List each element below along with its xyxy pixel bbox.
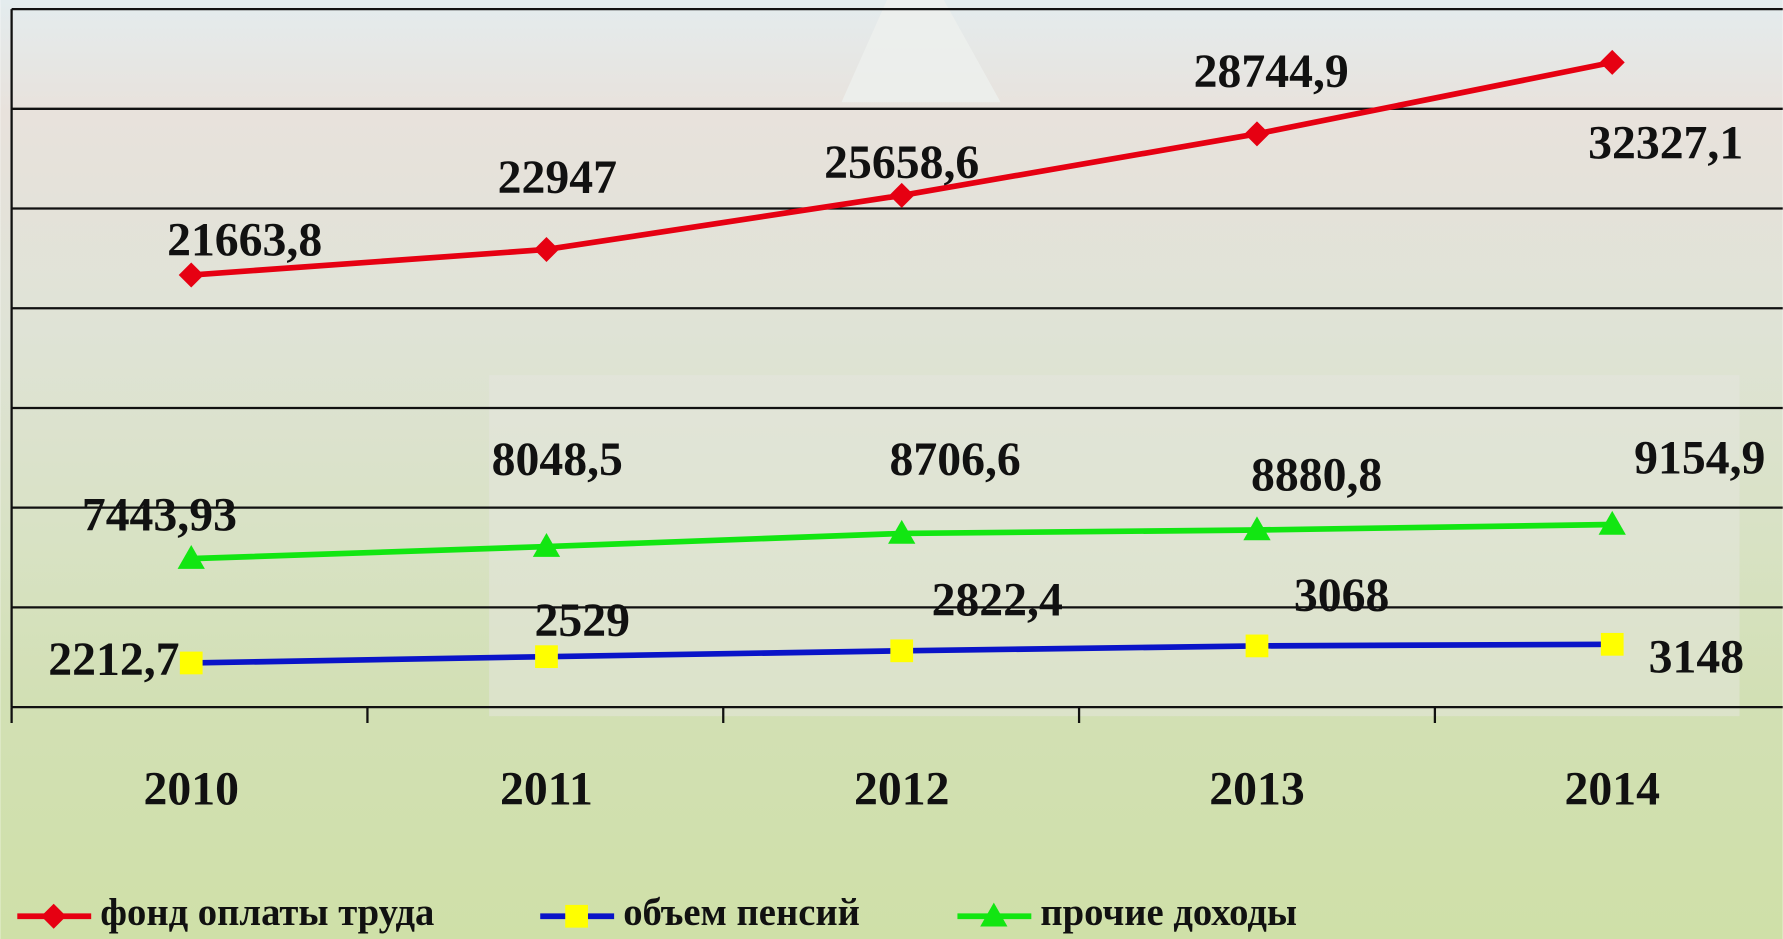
x-tick-label: 2012 — [854, 762, 949, 815]
x-tick-label: 2010 — [143, 762, 238, 815]
data-point — [177, 544, 205, 569]
data-label: 3148 — [1649, 631, 1744, 684]
background-building — [841, 0, 1001, 103]
data-point — [1245, 634, 1269, 658]
legend-marker — [980, 902, 1008, 927]
x-tick-label: 2014 — [1564, 762, 1659, 815]
legend-marker — [41, 903, 67, 929]
data-label: 32327,1 — [1588, 117, 1743, 170]
data-label: 8048,5 — [492, 433, 623, 486]
x-tick-label: 2013 — [1209, 762, 1304, 815]
x-tick-label: 2011 — [500, 762, 593, 815]
data-label: 25658,6 — [824, 136, 979, 189]
data-label: 3068 — [1294, 569, 1389, 622]
data-point — [1244, 121, 1270, 147]
data-label: 7443,93 — [82, 488, 237, 541]
legend-label: фонд оплаты труда — [100, 892, 434, 934]
data-point — [888, 519, 916, 544]
data-point — [890, 639, 914, 663]
data-label: 8880,8 — [1251, 449, 1382, 502]
data-label: 9154,9 — [1634, 432, 1765, 485]
data-point — [889, 182, 915, 208]
data-point — [1600, 632, 1624, 656]
data-label: 28744,9 — [1194, 45, 1349, 98]
data-point — [533, 236, 559, 262]
data-point — [1598, 510, 1626, 535]
data-label: 21663,8 — [167, 213, 322, 266]
data-label: 2822,4 — [932, 574, 1063, 627]
legend-label: прочие доходы — [1040, 892, 1297, 934]
data-point — [532, 532, 561, 557]
data-point — [1243, 516, 1271, 541]
data-point — [535, 645, 558, 669]
data-label: 2529 — [535, 594, 630, 647]
data-label: 2212,7 — [48, 633, 179, 686]
data-point — [179, 651, 203, 675]
legend-label: объем пенсий — [623, 892, 860, 934]
data-point — [178, 262, 204, 288]
legend-marker — [565, 904, 588, 928]
background-plaza — [489, 375, 1740, 717]
data-label: 8706,6 — [890, 433, 1021, 486]
data-label: 22947 — [498, 151, 617, 204]
